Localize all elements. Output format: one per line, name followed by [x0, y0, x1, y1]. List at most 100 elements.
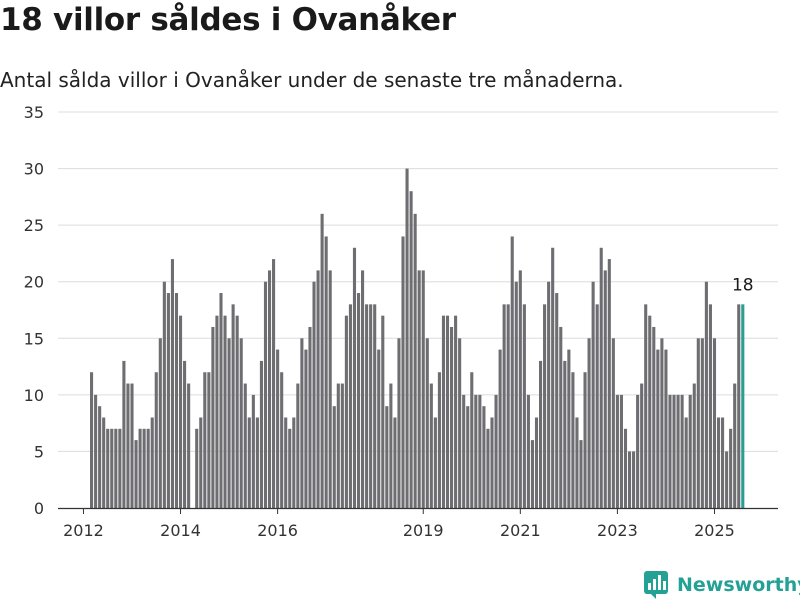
bar — [276, 349, 280, 508]
x-tick-label: 2021 — [500, 521, 541, 540]
bar — [211, 326, 215, 508]
bar — [482, 406, 486, 508]
bar — [227, 338, 231, 508]
bar — [373, 304, 377, 508]
bar — [106, 428, 110, 508]
bar — [656, 349, 660, 508]
bar — [470, 372, 474, 508]
bar — [223, 315, 227, 508]
bar — [243, 383, 247, 508]
y-tick-label: 5 — [34, 442, 44, 461]
bar — [518, 270, 522, 508]
bar — [486, 428, 490, 508]
x-tick-label: 2025 — [694, 521, 735, 540]
bar — [178, 315, 183, 508]
y-tick-label: 0 — [34, 499, 44, 518]
bar — [199, 417, 203, 508]
bar — [146, 428, 150, 508]
bar — [543, 304, 547, 508]
bar — [514, 281, 518, 508]
bar — [607, 259, 611, 508]
x-axis: 2012 2014 2016 2019 2021 2023 2025 — [58, 507, 778, 540]
bar — [272, 259, 276, 508]
bar — [150, 417, 154, 508]
bar — [94, 394, 98, 508]
bar — [308, 326, 312, 508]
bar — [721, 417, 725, 508]
bar — [454, 315, 458, 508]
bar — [595, 304, 599, 508]
bar — [316, 270, 320, 508]
bar — [332, 406, 336, 508]
bar — [425, 338, 429, 508]
y-tick-label: 25 — [24, 216, 44, 235]
bar — [716, 417, 721, 508]
bar — [680, 394, 684, 508]
bar — [409, 191, 413, 508]
bar — [502, 304, 506, 508]
bar — [696, 338, 700, 508]
bar — [627, 451, 632, 508]
bar — [352, 247, 357, 508]
bar — [583, 372, 587, 508]
bar — [684, 417, 688, 508]
y-tick-label: 10 — [24, 386, 44, 405]
bar — [510, 236, 514, 508]
bar — [377, 349, 381, 508]
bar — [397, 338, 401, 508]
bar — [421, 270, 425, 508]
bar — [142, 428, 146, 508]
bar — [280, 372, 284, 508]
bar — [288, 428, 292, 508]
bar — [385, 406, 389, 508]
bar — [365, 304, 369, 508]
bar — [320, 213, 324, 508]
y-axis: 0 5 10 15 20 25 30 35 — [24, 103, 44, 518]
bar — [567, 349, 571, 508]
x-tick-label: 2023 — [597, 521, 638, 540]
bar — [660, 338, 664, 508]
bar — [389, 383, 393, 508]
bar — [652, 326, 656, 508]
x-tick-label: 2019 — [403, 521, 444, 540]
bar — [708, 304, 712, 508]
bar — [474, 394, 478, 508]
bar — [725, 451, 729, 508]
bar — [591, 281, 595, 508]
bar — [162, 281, 166, 508]
bar — [312, 281, 316, 508]
y-tick-label: 15 — [24, 329, 44, 348]
bar — [559, 326, 563, 508]
bar — [247, 417, 251, 508]
bar — [231, 304, 235, 508]
x-tick-label: 2016 — [257, 521, 298, 540]
bar — [672, 394, 676, 508]
bar — [603, 270, 607, 508]
bar — [623, 428, 628, 508]
bar — [539, 360, 543, 508]
bar — [530, 440, 534, 508]
bar — [328, 270, 332, 508]
bar — [611, 338, 615, 508]
bar — [563, 360, 567, 508]
bar — [555, 293, 559, 508]
bar — [340, 383, 344, 508]
bar — [203, 372, 207, 508]
bar — [615, 394, 619, 508]
bar — [98, 406, 102, 508]
bar — [417, 270, 421, 508]
bar — [336, 383, 340, 508]
bar — [304, 349, 308, 508]
bar — [369, 304, 373, 508]
bar — [587, 338, 591, 508]
bar — [664, 349, 668, 508]
bar — [102, 417, 106, 508]
bar — [676, 394, 680, 508]
bar — [138, 428, 142, 508]
bar — [300, 338, 304, 508]
bar — [324, 236, 328, 508]
chart-title: 18 villor såldes i Ovanåker — [0, 2, 456, 38]
bar — [118, 428, 122, 508]
bar — [235, 315, 239, 508]
bar — [215, 315, 219, 508]
